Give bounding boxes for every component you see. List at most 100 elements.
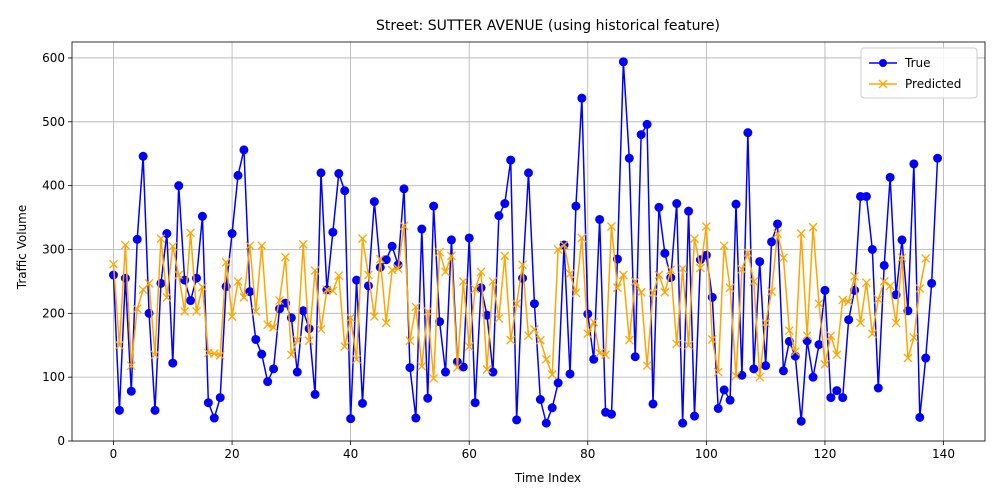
point-true — [263, 377, 273, 387]
point-true — [358, 398, 367, 408]
legend-box — [860, 47, 978, 99]
point-predicted — [790, 347, 800, 357]
point-true — [458, 362, 468, 372]
point-predicted — [381, 318, 391, 328]
point-predicted — [286, 350, 296, 360]
point-true — [174, 181, 184, 191]
point-true — [215, 393, 225, 403]
point-predicted — [292, 335, 302, 345]
point-true — [607, 409, 616, 419]
point-predicted — [832, 350, 842, 360]
point-predicted — [535, 335, 545, 345]
point-predicted — [209, 349, 219, 358]
point-predicted — [393, 264, 403, 274]
point-predicted — [239, 292, 249, 302]
point-true — [535, 395, 545, 405]
point-predicted — [666, 265, 676, 275]
point-true — [595, 214, 605, 224]
point-true — [820, 285, 830, 295]
point-true — [915, 412, 925, 422]
x-tick-label: 100 — [695, 447, 718, 461]
point-predicted — [233, 276, 243, 286]
point-true — [802, 336, 812, 346]
point-true — [618, 57, 628, 67]
point-predicted — [340, 342, 350, 351]
point-true — [233, 170, 243, 180]
point-predicted — [328, 286, 338, 296]
series-line-predicted — [112, 225, 927, 379]
legend-label-predicted: Predicted — [905, 77, 961, 91]
x-tick-label: 20 — [224, 447, 239, 461]
point-true — [114, 405, 124, 415]
point-true — [494, 211, 504, 221]
point-true — [933, 153, 943, 163]
point-true — [470, 398, 480, 408]
point-true — [186, 296, 196, 306]
point-predicted — [369, 312, 379, 321]
point-predicted — [796, 229, 806, 238]
point-predicted — [186, 228, 196, 238]
point-predicted — [417, 361, 427, 371]
point-true — [832, 386, 842, 396]
point-true — [476, 283, 486, 293]
point-true — [660, 248, 670, 258]
point-true — [441, 367, 450, 377]
point-predicted — [713, 367, 723, 377]
point-true — [767, 237, 777, 247]
point-true — [209, 413, 219, 423]
point-true — [826, 393, 836, 403]
point-true — [346, 414, 356, 424]
point-predicted — [269, 322, 279, 332]
point-predicted — [126, 361, 136, 371]
point-predicted — [867, 329, 877, 339]
point-predicted — [719, 241, 729, 251]
point-predicted — [630, 276, 640, 286]
point-predicted — [690, 234, 699, 244]
point-true — [577, 93, 587, 103]
point-true — [269, 364, 279, 374]
point-predicted — [405, 336, 415, 346]
series-layer — [109, 57, 943, 428]
point-predicted — [464, 342, 474, 351]
point-predicted — [452, 363, 462, 373]
x-tick-label: 0 — [110, 447, 118, 461]
point-predicted — [251, 306, 261, 316]
point-true — [808, 372, 818, 382]
point-true — [203, 398, 213, 408]
x-tick-label: 80 — [580, 447, 595, 461]
point-predicted — [470, 284, 480, 294]
point-predicted — [672, 339, 682, 349]
y-tick-label: 200 — [42, 306, 65, 320]
point-true — [387, 241, 397, 251]
point-predicted — [553, 245, 563, 254]
point-true — [565, 369, 575, 379]
point-predicted — [684, 340, 694, 350]
plot-frame — [71, 41, 986, 442]
point-true — [500, 199, 510, 209]
x-tick-label: 140 — [932, 447, 955, 461]
point-predicted — [897, 253, 907, 263]
point-predicted — [773, 229, 782, 238]
point-predicted — [500, 251, 510, 261]
point-true — [678, 418, 688, 428]
point-true — [251, 334, 261, 344]
point-true — [796, 416, 806, 426]
point-true — [529, 299, 539, 309]
point-true — [464, 233, 474, 243]
legend-marker-predicted — [878, 79, 888, 89]
x-tick-label: 120 — [813, 447, 836, 461]
point-true — [334, 169, 344, 179]
point-true — [624, 153, 634, 163]
point-predicted — [885, 281, 895, 291]
point-true — [316, 168, 326, 178]
point-true — [921, 353, 931, 363]
point-predicted — [280, 252, 290, 262]
point-true — [423, 393, 433, 403]
point-true — [927, 278, 937, 288]
point-predicted — [749, 276, 759, 286]
point-true — [571, 201, 581, 211]
point-predicted — [891, 318, 901, 328]
point-predicted — [518, 260, 528, 270]
point-true — [731, 199, 741, 209]
